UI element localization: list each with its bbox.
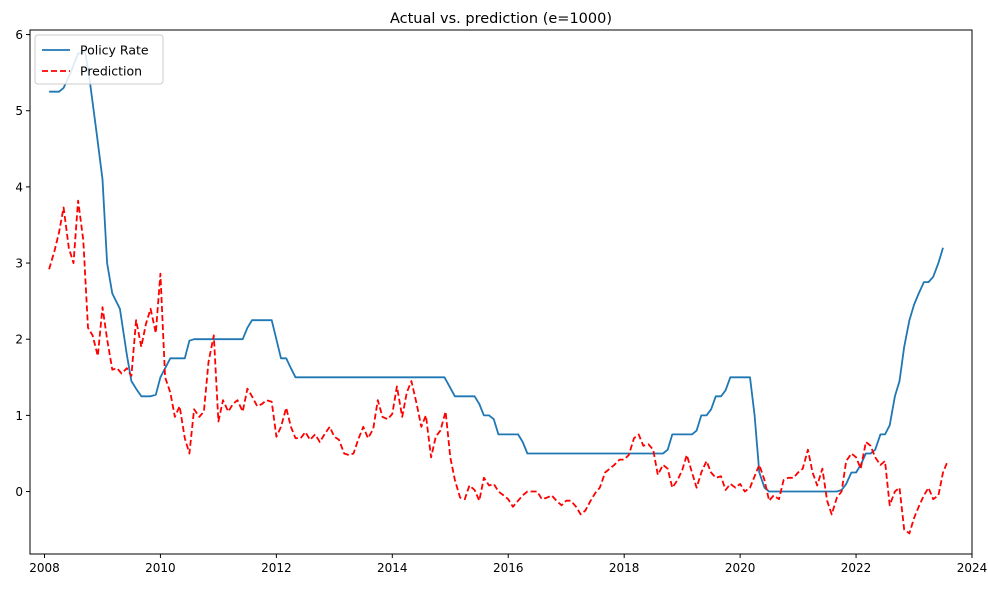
series-line-policy-rate [49,50,944,493]
x-tick-label: 2018 [609,561,640,575]
y-tick-label: 6 [15,28,23,42]
x-tick-label: 2016 [493,561,524,575]
x-tick-label: 2024 [957,561,988,575]
x-tick-label: 2012 [261,561,292,575]
axes-layer [29,29,973,555]
y-tick-label: 1 [15,409,23,423]
y-tick-label: 4 [15,180,23,194]
x-tick-label: 2022 [841,561,872,575]
legend-label-policy-rate: Policy Rate [80,43,149,58]
chart-title: Actual vs. prediction (e=1000) [390,11,612,27]
x-tick-label: 2010 [145,561,176,575]
ticks-layer: 2008 2010 2012 2014 2016 2018 2020 2022 2024 0 1 2 3… [15,28,987,575]
x-tick-label: 2008 [29,561,60,575]
series-layer [48,50,949,535]
y-tick-label: 0 [15,485,23,499]
series-line-prediction [48,199,949,535]
y-tick-label: 3 [15,257,23,271]
legend-label-prediction: Prediction [80,64,142,79]
legend-frame [34,34,164,85]
x-tick-label: 2020 [725,561,756,575]
plot-frame [29,29,973,555]
y-tick-label: 5 [15,104,23,118]
legend: Policy Rate Prediction [34,34,164,85]
x-tick-label: 2014 [377,561,408,575]
y-tick-label: 2 [15,333,23,347]
